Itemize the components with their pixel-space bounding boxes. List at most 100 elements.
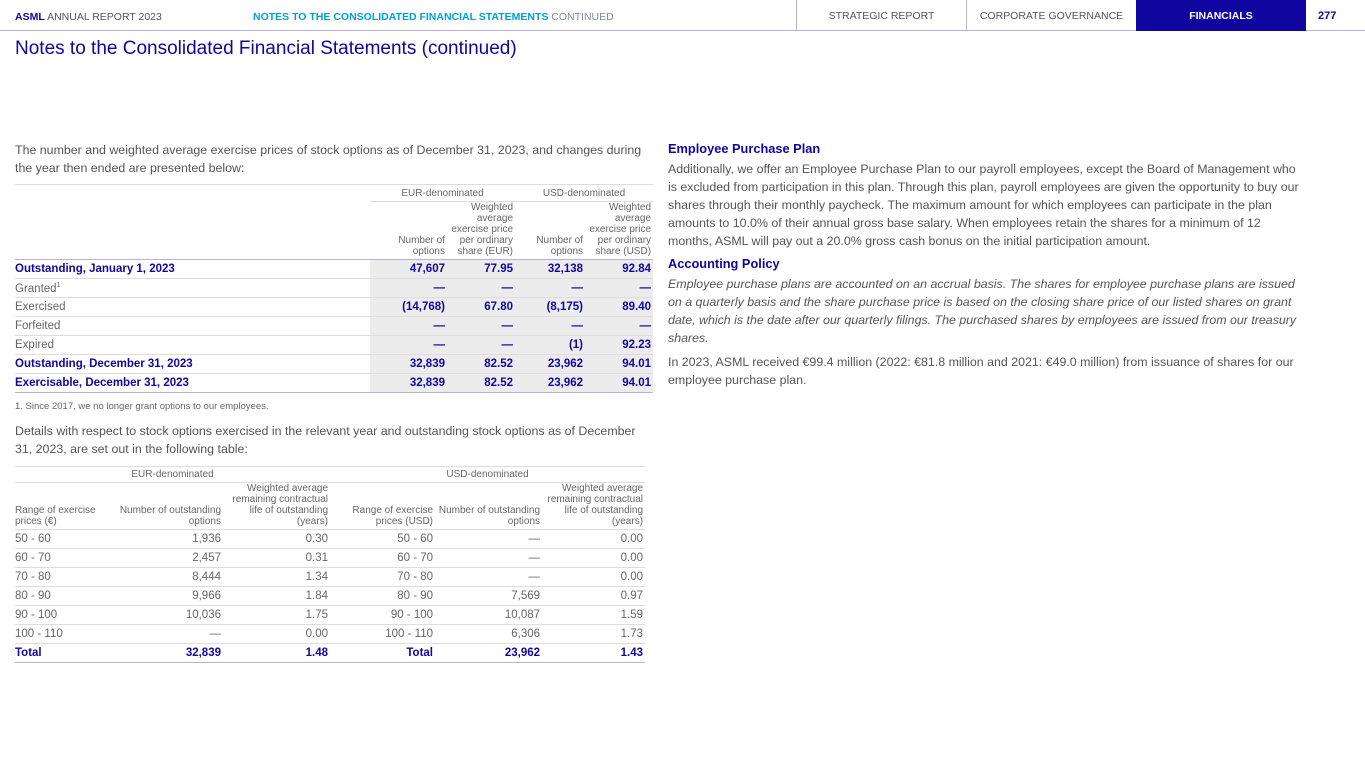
table-row: Exercisable, December 31, 2023 32,839 82.5… (15, 373, 654, 393)
cell-value: — (515, 316, 586, 336)
total-value: 23,962 (435, 643, 543, 663)
table-row: Forfeited — — — — (15, 316, 654, 336)
cell-value: 70 - 80 (15, 567, 100, 587)
row-label: Forfeited (15, 316, 370, 336)
nav-financials[interactable]: FINANCIALS (1136, 0, 1306, 31)
cell-value: 1.75 (223, 605, 331, 625)
cell-value: 1.73 (542, 624, 646, 644)
cell-value: 80 - 90 (330, 586, 436, 606)
group-header: EUR-denominated (15, 466, 331, 483)
cell-value: 1.34 (223, 567, 331, 587)
cell-value: 94.01 (585, 373, 654, 393)
page-number: 277 (1318, 9, 1337, 22)
accounting-policy-paragraph: Employee purchase plans are accounted on… (668, 277, 1297, 345)
section-title: NOTES TO THE CONSOLIDATED FINANCIAL STAT… (253, 11, 614, 23)
heading-accounting-policy: Accounting Policy (668, 256, 780, 271)
table-row: 100 - 110—0.00 100 - 110 6,306 1.73 (15, 624, 646, 644)
cell-value: 32,839 (370, 354, 447, 374)
cell-value: 8,444 (100, 567, 223, 587)
cell-value: — (447, 316, 516, 336)
table-row: 90 - 100 10,036 1.75 90 - 100 10,087 1.59 (15, 605, 646, 625)
cell-value: 1.84 (223, 586, 331, 606)
cell-value: 1,936 (100, 529, 223, 549)
cell-value: 89.40 (585, 297, 654, 317)
cell-value: (14,768) (370, 297, 447, 317)
epp-paragraph: Additionally, we offer an Employee Purch… (668, 162, 1299, 248)
row-label: Outstanding, January 1, 2023 (15, 259, 370, 279)
row-label: Outstanding, December 31, 2023 (15, 354, 370, 374)
left-column: The number and weighted average exercise… (15, 141, 654, 663)
cell-value: 10,036 (100, 605, 223, 625)
cell-value: — (435, 548, 543, 568)
intro-paragraph-1: The number and weighted average exercise… (15, 143, 642, 175)
nav-strategic-report[interactable]: STRATEGIC REPORT (796, 0, 966, 31)
epp-proceeds-paragraph: In 2023, ASML received €99.4 million (20… (668, 355, 1294, 387)
cell-value: 90 - 100 (15, 605, 100, 625)
column-header: Range of exercise prices (€) (15, 482, 100, 530)
column-header-row: Number of options Weighted average exerci… (15, 201, 654, 260)
cell-value: — (585, 316, 654, 336)
cell-value: 67.80 (447, 297, 516, 317)
cell-value: — (435, 567, 543, 587)
cell-value: 50 - 60 (15, 529, 100, 549)
page-title: Notes to the Consolidated Financial Stat… (15, 38, 517, 59)
column-header: Number of options (515, 201, 586, 260)
table-row: Granted1— — — — (15, 278, 654, 298)
column-header: Number of options (370, 201, 447, 260)
column-header: Weighted average remaining contractual l… (542, 482, 646, 530)
cell-value: 50 - 60 (330, 529, 436, 549)
cell-value: 82.52 (447, 354, 516, 374)
cell-value: 10,087 (435, 605, 543, 625)
table-row: 60 - 70 2,457 0.31 60 - 70—0.00 (15, 548, 646, 568)
cell-value: — (435, 529, 543, 549)
cell-value: 60 - 70 (330, 548, 436, 568)
cell-value: — (585, 278, 654, 298)
cell-value: 47,607 (370, 259, 447, 279)
options-by-price-range-table: EUR-denominated USD-denominated Range of e… (15, 466, 646, 663)
cell-value: 92.23 (585, 335, 654, 355)
cell-value: 6,306 (435, 624, 543, 644)
cell-value: 23,962 (515, 373, 586, 393)
cell-value: 82.52 (447, 373, 516, 393)
total-row: Total 32,839 1.48 Total 23,962 1.43 (15, 643, 646, 663)
column-header: Number of outstanding options (435, 482, 543, 530)
total-value: 1.48 (223, 643, 331, 663)
nav-corporate-governance[interactable]: CORPORATE GOVERNANCE (966, 0, 1136, 31)
table-row: Expired — — (1) 92.23 (15, 335, 654, 355)
cell-value: 70 - 80 (330, 567, 436, 587)
group-header: USD-denominated (330, 466, 646, 483)
table-row: 50 - 60 1,936 0.30 50 - 60—0.00 (15, 529, 646, 549)
footnote: 1. Since 2017, we no longer grant option… (15, 401, 269, 412)
cell-value: 32,839 (370, 373, 447, 393)
cell-value: 23,962 (515, 354, 586, 374)
cell-value: 0.00 (223, 624, 331, 644)
cell-value: 2,457 (100, 548, 223, 568)
total-value: Total (330, 643, 436, 663)
total-value: Total (15, 643, 100, 663)
right-column: Employee Purchase Plan Additionally, we … (668, 141, 1308, 389)
footnote-ref: 1 (56, 281, 61, 289)
group-header: USD-denominated (515, 184, 654, 202)
cell-value: — (370, 278, 447, 298)
row-label-text: Forfeited (15, 320, 61, 332)
cell-value: 100 - 110 (15, 624, 100, 644)
cell-value: 9,966 (100, 586, 223, 606)
column-header: Weighted average exercise price per ordi… (447, 201, 516, 260)
empty-cell (15, 185, 370, 202)
intro-paragraph-2: Details with respect to stock options ex… (15, 424, 636, 456)
cell-value: 0.00 (542, 548, 646, 568)
heading-employee-purchase-plan: Employee Purchase Plan (668, 141, 821, 156)
row-label: Exercised (15, 297, 370, 317)
table-row: Outstanding, January 1, 2023 47,607 77.95 3… (15, 259, 654, 279)
cell-value: 0.31 (223, 548, 331, 568)
cell-value: — (100, 624, 223, 644)
cell-value: 0.97 (542, 586, 646, 606)
cell-value: 100 - 110 (330, 624, 436, 644)
total-value: 1.43 (542, 643, 646, 663)
column-header-row: Range of exercise prices (€) Number of ou… (15, 482, 646, 530)
table-row: 80 - 90 9,966 1.84 80 - 90 7,569 0.97 (15, 586, 646, 606)
cell-value: 80 - 90 (15, 586, 100, 606)
total-value: 32,839 (100, 643, 223, 663)
cell-value: 7,569 (435, 586, 543, 606)
cell-value: 1.59 (542, 605, 646, 625)
